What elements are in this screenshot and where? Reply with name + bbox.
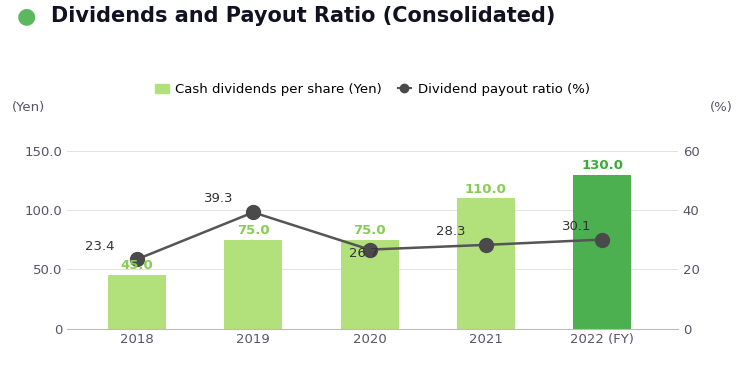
Bar xyxy=(457,199,515,329)
Text: 45.0: 45.0 xyxy=(121,259,153,272)
Bar xyxy=(340,240,399,329)
Text: Dividends and Payout Ratio (Consolidated): Dividends and Payout Ratio (Consolidated… xyxy=(51,6,555,26)
Bar xyxy=(108,275,166,329)
Text: 39.3: 39.3 xyxy=(203,192,233,205)
Bar xyxy=(573,175,632,329)
Text: 28.3: 28.3 xyxy=(437,225,466,238)
Text: 75.0: 75.0 xyxy=(237,224,270,237)
Text: 30.1: 30.1 xyxy=(562,220,592,233)
Text: 75.0: 75.0 xyxy=(353,224,386,237)
Text: 26.7: 26.7 xyxy=(349,247,378,260)
Text: ●: ● xyxy=(16,6,36,26)
Legend: Cash dividends per share (Yen), Dividend payout ratio (%): Cash dividends per share (Yen), Dividend… xyxy=(156,83,589,96)
Text: 130.0: 130.0 xyxy=(581,159,624,172)
Bar xyxy=(224,240,282,329)
Text: 110.0: 110.0 xyxy=(465,183,507,196)
Text: 23.4: 23.4 xyxy=(85,240,115,253)
Text: (%): (%) xyxy=(710,101,733,114)
Text: (Yen): (Yen) xyxy=(12,101,45,114)
